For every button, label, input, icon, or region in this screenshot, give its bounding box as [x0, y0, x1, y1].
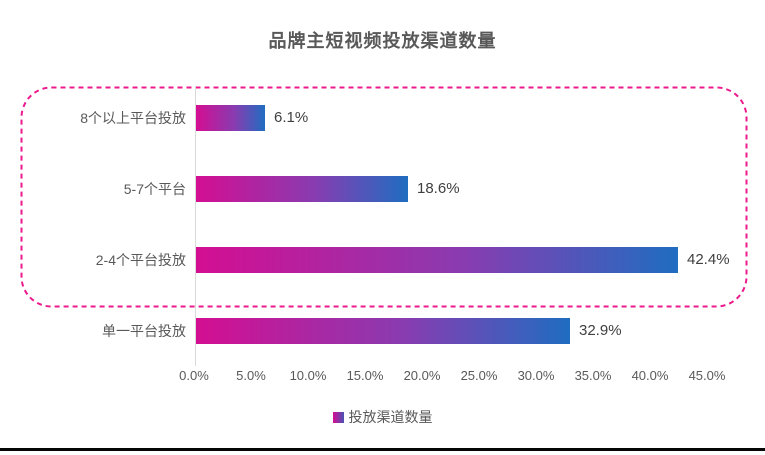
category-label: 5-7个平台	[123, 181, 186, 197]
x-axis-tick-label: 40.0%	[631, 368, 669, 383]
value-label: 6.1%	[274, 109, 309, 126]
bar-row: 5-7个平台 18.6%	[0, 176, 765, 202]
legend: 投放渠道数量	[0, 407, 765, 427]
bar-row: 2-4个平台投放 42.4%	[0, 247, 765, 273]
bar-row: 单一平台投放 32.9%	[0, 318, 765, 344]
category-label: 2-4个平台投放	[95, 252, 186, 268]
x-axis-tick-label: 35.0%	[574, 368, 612, 383]
category-label: 8个以上平台投放	[80, 110, 186, 126]
bar	[196, 176, 408, 202]
bar	[196, 247, 678, 273]
category-label: 单一平台投放	[102, 323, 186, 339]
legend-swatch-icon	[332, 411, 344, 423]
x-axis-tick-label: 0.0%	[179, 368, 209, 383]
value-label: 18.6%	[417, 180, 460, 197]
bar-row: 8个以上平台投放 6.1%	[0, 105, 765, 131]
x-axis-tick-label: 45.0%	[688, 368, 726, 383]
y-axis-line	[195, 86, 196, 366]
x-axis-tick-label: 30.0%	[517, 368, 555, 383]
bottom-border-line	[0, 448, 765, 451]
value-label: 32.9%	[579, 322, 622, 339]
x-axis-tick-label: 10.0%	[289, 368, 327, 383]
value-label: 42.4%	[687, 251, 730, 268]
x-axis-tick-label: 5.0%	[236, 368, 266, 383]
x-axis-tick-label: 20.0%	[403, 368, 441, 383]
x-axis-tick-label: 25.0%	[460, 368, 498, 383]
bar	[196, 318, 570, 344]
bar	[196, 105, 265, 131]
x-axis-tick-label: 15.0%	[346, 368, 384, 383]
chart-title: 品牌主短视频投放渠道数量	[268, 31, 497, 51]
legend-label: 投放渠道数量	[348, 409, 433, 425]
